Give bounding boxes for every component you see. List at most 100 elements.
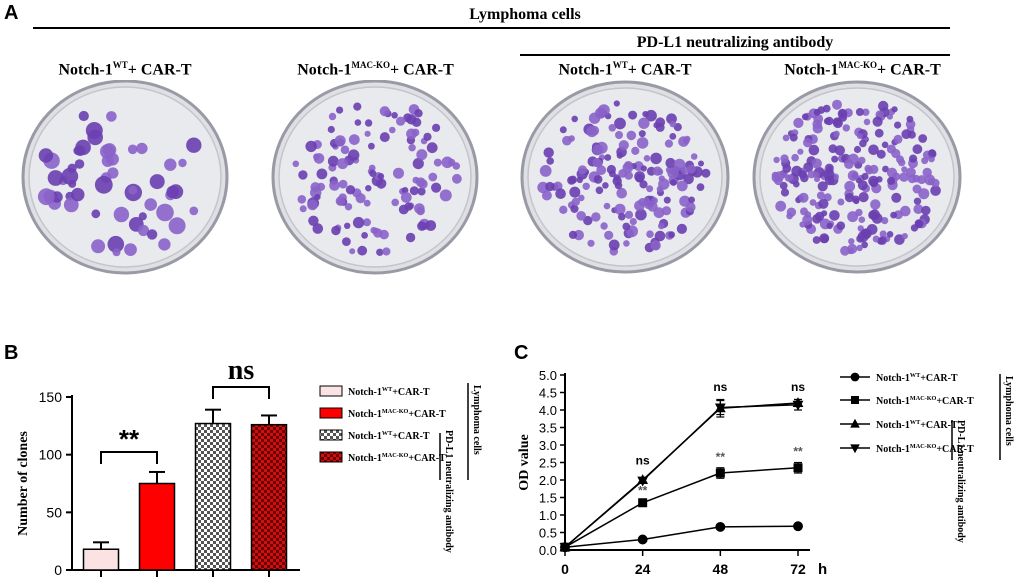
colony xyxy=(569,186,581,198)
colony xyxy=(628,110,638,120)
sig-label-2: ns xyxy=(228,355,255,386)
colony xyxy=(327,155,339,167)
bar-chart: 0 50 100 150 Number of clones ** ns Notch-1WT+C… xyxy=(16,355,482,578)
legend-label-3: Notch-1WT+CAR-T xyxy=(876,419,958,431)
colony xyxy=(631,146,640,155)
colony xyxy=(663,196,671,204)
colony xyxy=(901,166,908,173)
colony xyxy=(844,180,856,192)
colony xyxy=(779,181,788,190)
legend-marker-3 xyxy=(850,418,860,428)
colony xyxy=(414,203,425,214)
colony xyxy=(431,182,442,193)
colony xyxy=(629,218,637,226)
colony xyxy=(638,117,650,129)
legend-marker-4 xyxy=(850,444,860,454)
colony xyxy=(426,142,438,154)
colony xyxy=(613,100,620,107)
colony xyxy=(594,107,607,119)
colony xyxy=(345,185,356,195)
colony xyxy=(158,238,171,251)
colony xyxy=(604,230,614,240)
colony xyxy=(876,176,883,183)
colony xyxy=(696,183,705,191)
colony xyxy=(799,221,806,228)
colony xyxy=(312,223,324,234)
colony xyxy=(334,135,346,147)
data-point xyxy=(638,498,648,508)
colony xyxy=(655,122,665,132)
colony xyxy=(100,144,115,159)
colony xyxy=(636,137,649,149)
legend-swatch-2 xyxy=(319,407,343,419)
legend-label-2: Notch-1MAC-KO+CAR-T xyxy=(876,395,974,407)
colony xyxy=(127,144,138,155)
legend-swatch-4 xyxy=(319,451,343,463)
colony xyxy=(914,219,923,228)
colony xyxy=(622,162,634,173)
colony xyxy=(401,187,409,194)
colony xyxy=(417,221,427,231)
colony xyxy=(37,188,55,206)
x-tick-label: 24 xyxy=(635,561,651,577)
data-point xyxy=(792,400,804,411)
y-tick-label: 4.0 xyxy=(539,403,557,418)
colony xyxy=(676,180,688,192)
y-tick-label: 1.0 xyxy=(539,508,557,523)
colony xyxy=(868,210,878,220)
colony xyxy=(38,148,54,163)
colony xyxy=(393,167,404,179)
colony xyxy=(353,102,362,111)
colony xyxy=(819,233,830,244)
colony xyxy=(901,233,908,240)
header-line xyxy=(33,27,950,29)
side-label-inner: PD-L1 neutralizing antibody xyxy=(443,430,454,553)
colony xyxy=(603,202,611,210)
colony xyxy=(308,215,319,226)
colony xyxy=(391,112,398,119)
colony xyxy=(539,165,552,177)
colony xyxy=(823,117,831,125)
colony xyxy=(113,206,130,223)
colony xyxy=(912,144,923,155)
colony xyxy=(817,181,828,192)
colony xyxy=(862,108,870,116)
colony xyxy=(787,174,794,181)
colony xyxy=(591,212,601,222)
colony xyxy=(433,158,442,167)
colony xyxy=(364,130,371,137)
colony xyxy=(893,134,903,144)
data-point xyxy=(637,534,648,545)
sig-bracket-2 xyxy=(212,386,270,399)
colony xyxy=(872,235,880,243)
colony xyxy=(361,232,368,239)
x-tick-label: 48 xyxy=(713,561,729,577)
colony xyxy=(144,198,157,211)
colony xyxy=(425,220,437,231)
colony xyxy=(372,227,379,234)
legend-label-4: Notch-1MAC-KO+CAR-T xyxy=(348,452,446,464)
colony xyxy=(618,140,629,151)
colony xyxy=(789,133,798,142)
colony xyxy=(414,109,423,118)
colony xyxy=(545,181,555,192)
colony xyxy=(559,205,568,214)
colony xyxy=(832,99,842,110)
colony xyxy=(918,134,928,143)
colony xyxy=(624,171,633,180)
colony xyxy=(823,169,835,181)
colony xyxy=(646,185,654,193)
colony xyxy=(156,203,174,222)
colony xyxy=(616,187,627,199)
colony xyxy=(816,191,825,200)
y-axis-label: Number of clones xyxy=(16,431,31,536)
colony xyxy=(855,108,864,116)
colony xyxy=(858,216,866,223)
colony xyxy=(405,232,416,243)
petri-dish-1 xyxy=(21,80,229,275)
colony xyxy=(604,154,612,161)
colony xyxy=(406,128,417,140)
colony xyxy=(406,114,417,125)
colony xyxy=(578,194,585,202)
colony xyxy=(376,248,384,256)
